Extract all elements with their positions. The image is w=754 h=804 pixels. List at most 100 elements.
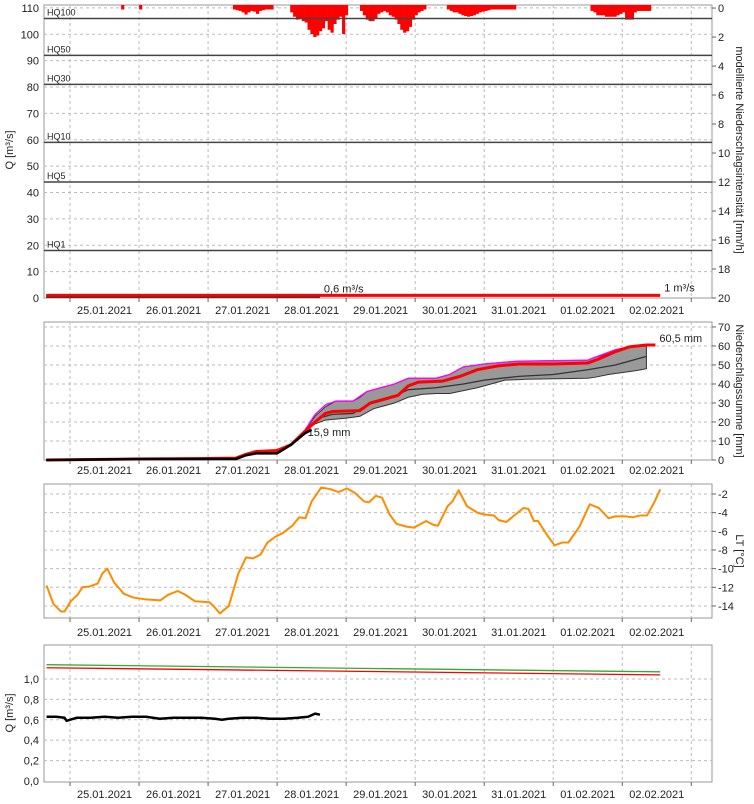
precip-bar [648,5,652,11]
precip-bar [501,5,505,10]
precip-bar [513,5,517,10]
panel-4: 25.01.2021 26.01.2021 27.01.2021 28.01.2021… [24,644,713,801]
y-tick-label: 10 [27,267,39,279]
x-tick-label: 30.01.2021 [422,465,477,477]
x-tick-label: 02.02.2021 [629,305,684,317]
y-tick-label: 80 [27,82,39,94]
panel-2: 25.01.2021 26.01.2021 27.01.2021 28.01.2021… [43,321,730,477]
x-tick-label: 25.01.2021 [77,789,132,801]
y2-tick-label: 0 [718,3,724,15]
x-tick-label: 02.02.2021 [629,465,684,477]
y-tick-label: 100 [21,29,39,41]
y-tick-label: 70 [27,108,39,120]
threshold-label: HQ30 [47,73,71,83]
threshold-label: HQ1 [47,240,66,250]
x-tick-label: 01.02.2021 [560,627,615,639]
y2-tick-label: 10 [718,148,730,160]
x-tick-label: 28.01.2021 [284,465,339,477]
precip-bar [371,5,375,22]
series-value-label: 60,5 mm [659,333,702,345]
precip-bar [377,5,381,14]
y-tick-label: 0 [33,293,39,305]
x-tick-label: 31.01.2021 [491,789,546,801]
y-tick-label: 1,0 [24,674,39,686]
panel-1: 25.01.2021 26.01.2021 27.01.2021 28.01.2021… [21,3,731,317]
precip-bar [590,5,594,11]
precip-bar [464,5,468,17]
precip-bar [630,5,634,20]
precip-bar [244,5,248,15]
y2-tick-label: 30 [718,398,730,410]
precip-bar [599,5,603,16]
y2-tick-label: 20 [718,293,730,305]
precip-bar [475,5,479,14]
precip-bar [261,5,265,11]
precip-bar [139,5,143,10]
precip-bar [238,5,242,11]
x-tick-label: 01.02.2021 [560,789,615,801]
precip-bar [394,5,398,20]
threshold-label: HQ50 [47,44,71,54]
precip-bar [472,5,477,16]
precip-bar [411,5,415,20]
y2-tick-label: 6 [718,90,724,102]
x-tick-label: 26.01.2021 [146,305,201,317]
precip-bar [492,5,497,10]
y2-tick-label: 60 [718,341,730,353]
precip-bar [264,5,268,10]
y-tick-label: 0,8 [24,694,39,706]
precip-bar [310,5,314,35]
y2-tick-label: 14 [718,206,730,218]
p4-ylabel: Q [m³/s] [4,693,16,732]
precip-bar [495,5,500,10]
precip-bar [255,5,260,14]
precip-bar [365,5,369,20]
precip-bar [446,5,451,10]
precip-bar [469,5,474,17]
x-tick-label: 27.01.2021 [215,305,270,317]
series-line-grenze-rot [46,667,661,676]
y2-tick-label: -12 [718,582,734,594]
precip-bar [484,5,488,11]
precip-bar [327,5,331,30]
precip-bar [478,5,482,13]
precip-bar [607,5,611,17]
threshold-label: HQ100 [47,7,76,17]
panel-3: 25.01.2021 26.01.2021 27.01.2021 28.01.2021… [43,483,734,639]
x-tick-label: 31.01.2021 [491,465,546,477]
series-line-maximum [297,345,647,438]
x-tick-label: 01.02.2021 [560,305,615,317]
precip-bar [382,5,387,11]
y-tick-label: 0,6 [24,715,39,727]
precip-bar [388,5,392,16]
precip-bar [414,5,418,16]
precip-bar [452,5,456,13]
x-tick-label: 29.01.2021 [353,305,408,317]
y2-tick-label: 20 [718,417,730,429]
series-line-prognose [46,343,656,462]
precip-bar [642,5,646,11]
x-tick-label: 29.01.2021 [353,465,408,477]
series-line-grenze-gr-n [46,664,661,673]
precip-bar [313,5,317,38]
plot-area [43,483,713,619]
precip-bar [368,5,372,22]
y2-tick-label: 50 [718,360,730,372]
precip-bar [304,5,308,23]
series-value-label: 1 m³/s [664,282,695,294]
precip-bar [616,5,620,16]
precip-bar [397,5,401,24]
precip-bar [602,5,606,16]
precip-bar [593,5,597,13]
y-tick-label: 0,0 [24,776,39,788]
x-tick-label: 25.01.2021 [77,627,132,639]
threshold-label: HQ10 [47,131,71,141]
p1-ylabel: Q [m³/s] [4,130,16,169]
y-tick-label: 90 [27,56,39,68]
precip-bar [267,5,271,10]
precip-bar [232,5,237,10]
precip-bar [333,5,337,24]
precip-bar [362,5,367,16]
precip-bar [385,5,390,13]
x-tick-label: 30.01.2021 [422,789,477,801]
